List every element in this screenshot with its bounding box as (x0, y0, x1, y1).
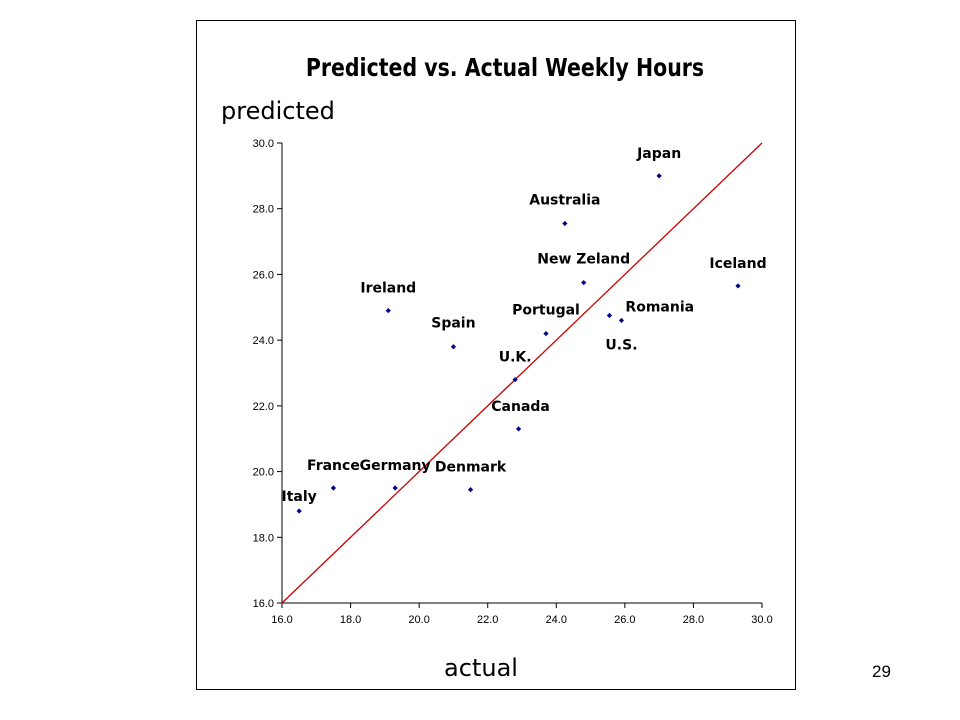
x-tick-label: 24.0 (546, 614, 567, 626)
point-label: Canada (491, 399, 550, 415)
data-point (296, 508, 302, 514)
data-point (450, 344, 457, 350)
data-point (606, 312, 613, 319)
x-tick-label: 28.0 (683, 614, 704, 626)
y-tick-label: 20.0 (253, 467, 274, 479)
data-point (656, 173, 662, 179)
scatter-chart: Predicted vs. Actual Weekly Hours predic… (221, 54, 773, 682)
data-point (562, 220, 568, 227)
point-label: New Zeland (537, 252, 630, 268)
y-tick-label: 26.0 (253, 269, 274, 281)
point-label: U.S. (605, 338, 637, 354)
y-tick-label: 18.0 (253, 532, 274, 544)
data-point (392, 485, 398, 491)
point-label: Romania (625, 299, 694, 315)
x-tick-label: 26.0 (614, 614, 635, 626)
point-label: Germany (360, 458, 431, 474)
x-tick-label: 16.0 (271, 614, 292, 626)
data-point (618, 317, 625, 324)
data-point (385, 307, 391, 314)
point-label: U.K. (499, 350, 532, 366)
chart-title: Predicted vs. Actual Weekly Hours (306, 54, 704, 82)
data-point (735, 283, 741, 289)
y-axis-title: predicted (221, 97, 335, 125)
x-tick-label: 20.0 (408, 614, 429, 626)
chart-frame: Predicted vs. Actual Weekly Hours predic… (196, 20, 796, 690)
y-tick-label: 16.0 (253, 598, 274, 610)
data-point (467, 487, 474, 493)
point-label: Italy (282, 489, 317, 505)
y-tick-label: 24.0 (253, 335, 274, 347)
reference-line-layer (281, 142, 763, 604)
x-tick-label: 18.0 (340, 614, 361, 626)
point-labels: Italy France Germany Denmark Ireland Spain Can… (282, 146, 767, 505)
x-axis-title: actual (444, 654, 518, 682)
data-point (515, 426, 522, 432)
point-label: Ireland (360, 281, 416, 297)
reference-line (281, 142, 763, 604)
point-label: Australia (529, 193, 600, 209)
data-point (330, 485, 337, 491)
point-label: France (307, 458, 360, 474)
data-point (543, 330, 549, 337)
slide-number: 29 (872, 662, 891, 681)
point-label: Spain (431, 316, 475, 332)
y-tick-label: 22.0 (253, 401, 274, 413)
y-tick-label: 28.0 (253, 204, 274, 216)
x-tick-label: 22.0 (477, 614, 498, 626)
point-label: Japan (636, 146, 681, 162)
point-label: Portugal (512, 303, 580, 319)
x-tick-label: 30.0 (751, 614, 772, 626)
point-label: Denmark (435, 460, 507, 476)
data-point (512, 376, 518, 383)
y-tick-label: 30.0 (253, 138, 274, 150)
point-label: Iceland (709, 256, 766, 272)
axes: 16.0 18.0 20.0 22.0 24.0 26.0 28.0 30.0 16.0 18.0… (253, 138, 773, 626)
data-point (581, 280, 587, 286)
